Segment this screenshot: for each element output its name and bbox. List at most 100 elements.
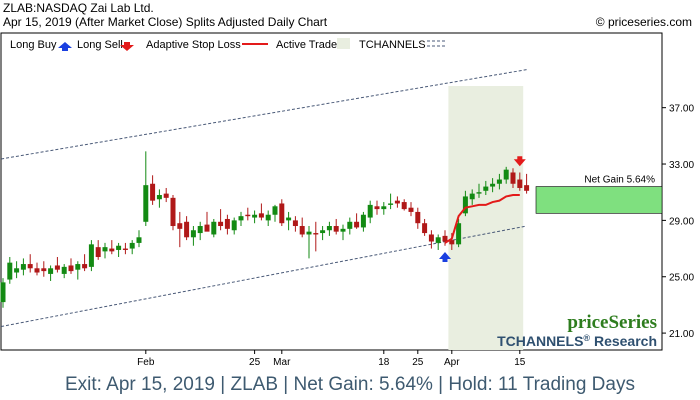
candle-body	[360, 214, 366, 228]
candle-body	[320, 230, 326, 234]
candle-body	[388, 203, 394, 205]
candle-body	[265, 214, 271, 221]
candle-body	[422, 223, 428, 234]
active-trade-zone	[448, 86, 524, 350]
candle-body	[163, 193, 169, 198]
candle-body	[245, 214, 251, 217]
branding: priceSeries TCHANNELS® Research	[497, 312, 657, 349]
candle-body	[340, 228, 346, 232]
candle-body	[238, 216, 244, 221]
candle-body	[490, 183, 496, 187]
candle-body	[408, 207, 414, 212]
y-tick-label: 33.00	[669, 160, 694, 171]
candle-body	[469, 193, 475, 200]
trade-summary: Exit: Apr 15, 2019 | ZLAB | Net Gain: 5.…	[65, 374, 635, 395]
candle-body	[456, 223, 462, 245]
candle-body	[177, 223, 183, 229]
y-tick-label: 29.00	[669, 216, 694, 227]
candle-body	[367, 204, 373, 218]
x-tick-label: 15	[514, 357, 526, 368]
candle-body	[333, 226, 339, 232]
candle-body	[122, 248, 128, 250]
y-tick-label: 21.00	[669, 329, 694, 340]
x-tick-label: Apr	[444, 357, 460, 368]
legend: Long Buy Long Sell Adaptive Stop Loss Ac…	[10, 38, 446, 51]
candle-body	[503, 169, 509, 180]
candle-body	[48, 268, 54, 274]
candle-body	[374, 206, 380, 210]
candle-body	[347, 221, 353, 229]
candle-body	[150, 183, 156, 201]
legend-long-sell: Long Sell	[77, 39, 123, 51]
x-tick-label: 25	[249, 357, 261, 368]
candle-body	[14, 268, 20, 273]
candle-body	[510, 172, 516, 184]
x-tick-label: Mar	[273, 357, 291, 368]
candle-body	[211, 221, 217, 235]
candle-body	[109, 248, 115, 252]
net-gain-label: Net Gain 5.64%	[584, 175, 655, 186]
candle-body	[75, 264, 81, 270]
y-tick-label: 25.00	[669, 273, 694, 284]
candle-body	[204, 224, 210, 232]
candle-body	[476, 192, 482, 194]
candle-body	[272, 206, 278, 215]
candle-body	[415, 211, 421, 224]
chart-subtitle: Apr 15, 2019 (After Market Close) Splits…	[3, 15, 328, 29]
candle-body	[428, 234, 434, 242]
tchannels-research-logo: TCHANNELS® Research	[497, 333, 657, 349]
candle-body	[231, 220, 237, 231]
candle-body	[326, 226, 332, 231]
candle-body	[524, 185, 530, 191]
y-tick-label: 37.00	[669, 104, 694, 115]
candle-body	[286, 217, 292, 221]
legend-active-trade: Active Trade	[276, 39, 337, 51]
buy-arrow-icon	[439, 252, 451, 263]
candle-body	[82, 264, 88, 269]
adaptive-stop-line	[444, 194, 520, 244]
candle-body	[224, 218, 230, 229]
candle-body	[136, 237, 142, 243]
candle-body	[442, 235, 448, 242]
candle-body	[88, 244, 94, 267]
candle-body	[156, 195, 162, 200]
legend-buy-arrow-icon	[58, 42, 72, 51]
x-tick-label: 18	[378, 357, 390, 368]
candle-body	[102, 247, 108, 252]
candle-body	[129, 242, 135, 249]
candle-body	[34, 268, 40, 273]
candle-body	[299, 226, 305, 235]
candle-body	[517, 179, 523, 188]
candle-body	[483, 186, 489, 191]
candle-body	[252, 214, 258, 218]
candle-body	[449, 240, 455, 245]
candle-body	[313, 233, 319, 235]
priceseries-logo: priceSeries	[567, 312, 657, 333]
x-tick-label: 25	[412, 357, 424, 368]
candle-body	[306, 231, 312, 235]
candle-body	[20, 264, 26, 270]
sell-arrow-icon	[513, 156, 526, 167]
candle-body	[258, 213, 264, 218]
candle-body	[143, 185, 149, 222]
candle-body	[496, 179, 502, 184]
site-credit: © priceseries.com	[595, 15, 692, 29]
legend-tchannels: TCHANNELS	[359, 39, 426, 51]
x-tick-label: Feb	[137, 357, 155, 368]
candle-body	[61, 266, 67, 274]
candle-body	[54, 265, 60, 270]
candle-body	[170, 197, 176, 227]
candle-body	[190, 230, 196, 238]
candle-body	[218, 221, 224, 227]
legend-active-swatch-icon	[337, 38, 350, 49]
candle-body	[95, 247, 101, 258]
legend-long-buy: Long Buy	[10, 39, 57, 51]
candle-body	[184, 221, 190, 238]
candle-body	[462, 196, 468, 214]
legend-stop-loss: Adaptive Stop Loss	[146, 39, 241, 51]
candle-body	[381, 206, 387, 210]
candle-body	[354, 221, 360, 228]
candle-body	[435, 237, 441, 243]
candle-body	[7, 262, 13, 280]
candle-body	[116, 245, 122, 250]
